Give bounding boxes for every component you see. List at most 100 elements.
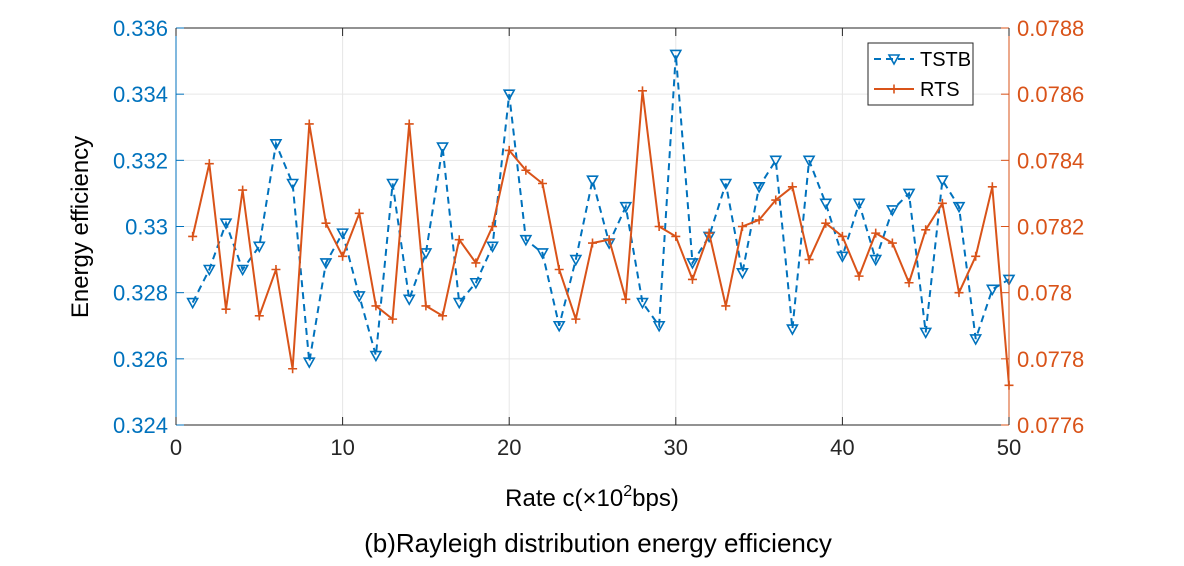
data-point-tstb (519, 234, 533, 247)
data-point-rts (588, 238, 597, 248)
data-point-tstb (919, 327, 933, 340)
data-point-rts (854, 271, 864, 281)
data-point-rts (504, 145, 514, 155)
data-point-rts (321, 218, 331, 228)
data-point-rts (704, 228, 714, 238)
data-point-rts (671, 231, 681, 241)
y-left-tick-label: 0.326 (113, 347, 168, 372)
y-left-tick-label: 0.334 (113, 82, 168, 107)
data-point-rts (288, 364, 298, 374)
data-point-rts (937, 198, 947, 208)
data-point-rts (904, 278, 914, 288)
chart-caption: (b)Rayleigh distribution energy efficien… (364, 528, 832, 558)
data-point-tstb (286, 178, 299, 191)
data-point-tstb (786, 324, 799, 336)
data-point-tstb (752, 182, 766, 194)
data-point-rts (338, 251, 348, 261)
y-right-tick-label: 0.0778 (1017, 347, 1084, 372)
data-point-tstb (319, 258, 333, 270)
data-point-tstb (985, 284, 999, 297)
y-left-tick-label: 0.33 (125, 215, 168, 240)
legend-box (867, 42, 974, 106)
data-point-rts (438, 311, 448, 321)
data-point-tstb (969, 334, 983, 346)
data-point-rts (421, 301, 431, 311)
data-point-rts (404, 119, 414, 129)
data-point-rts (737, 222, 747, 231)
data-point-tstb (352, 291, 366, 303)
legend-tstb-label: TSTB (920, 49, 971, 71)
data-point-tstb (769, 155, 783, 167)
data-point-tstb (936, 175, 949, 187)
data-point-rts (371, 301, 381, 311)
data-point-tstb (486, 241, 499, 253)
data-point-rts (304, 119, 314, 129)
data-point-tstb (369, 350, 383, 363)
x-axis-label: Rate c(×102bps) (505, 483, 679, 512)
data-point-tstb (252, 241, 266, 253)
data-point-tstb (736, 268, 749, 280)
data-point-tstb (452, 297, 466, 310)
legend-tstb-marker (887, 54, 901, 66)
data-point-tstb (186, 297, 200, 310)
x-tick-label: 50 (997, 435, 1021, 460)
data-point-rts (354, 208, 364, 218)
x-tick-label: 0 (170, 435, 182, 460)
x-axis-label-suffix: bps) (632, 485, 679, 512)
series-rts (188, 86, 1014, 390)
data-point-tstb (419, 248, 433, 260)
data-point-tstb (469, 277, 483, 290)
y-axis-label: Energy efficiency (67, 136, 94, 318)
data-point-rts (554, 265, 564, 275)
data-point-tstb (236, 264, 249, 277)
data-point-rts (221, 304, 231, 314)
data-point-rts (771, 195, 781, 205)
x-axis-label-superscript: 2 (623, 483, 632, 500)
data-point-tstb (852, 198, 866, 210)
data-point-tstb (802, 155, 816, 167)
data-point-tstb (902, 188, 916, 201)
data-point-tstb (819, 198, 833, 210)
y-right-tick-label: 0.0776 (1017, 413, 1084, 438)
data-point-tstb (636, 297, 649, 310)
y-right-tick-label: 0.0784 (1017, 148, 1084, 173)
y-right-tick-label: 0.078 (1017, 281, 1072, 306)
data-point-rts (921, 225, 931, 235)
data-point-rts (488, 222, 498, 231)
y-left-tick-label: 0.332 (113, 148, 168, 173)
data-point-rts (821, 218, 831, 228)
data-point-rts (571, 314, 581, 324)
y-right-tick-label: 0.0782 (1017, 215, 1084, 240)
y-left-tick-label: 0.336 (113, 16, 168, 41)
legend-rts-marker (889, 84, 899, 94)
y-left-tick-label: 0.328 (113, 281, 168, 306)
data-point-tstb (836, 251, 849, 263)
data-point-tstb (302, 357, 316, 369)
data-point-rts (538, 178, 548, 188)
data-point-tstb (569, 254, 583, 267)
data-point-rts (521, 165, 531, 175)
x-tick-label: 10 (330, 435, 354, 460)
data-point-rts (238, 185, 248, 195)
x-tick-label: 20 (497, 435, 521, 460)
data-point-rts (604, 235, 614, 245)
x-tick-label: 40 (830, 435, 854, 460)
data-point-tstb (536, 248, 549, 260)
data-point-rts (654, 222, 664, 231)
y-right-tick-label: 0.0786 (1017, 82, 1084, 107)
data-point-rts (254, 311, 264, 321)
data-point-tstb (202, 264, 216, 277)
data-point-rts (954, 288, 964, 298)
data-point-rts (621, 294, 631, 304)
legend-rts-label: RTS (920, 79, 960, 101)
data-point-tstb (386, 178, 399, 191)
legend-marker-rts (889, 84, 899, 94)
x-axis-label-prefix: Rate c(×10 (505, 485, 623, 512)
data-point-tstb (402, 294, 416, 306)
data-point-rts (687, 274, 697, 284)
data-point-rts (804, 255, 814, 265)
tick-labels: 0.324 0.0776 0.326 0.0778 0.328 0.078 0.33 0.07… (113, 16, 1084, 460)
data-point-rts (388, 314, 398, 324)
data-point-tstb (652, 320, 666, 333)
